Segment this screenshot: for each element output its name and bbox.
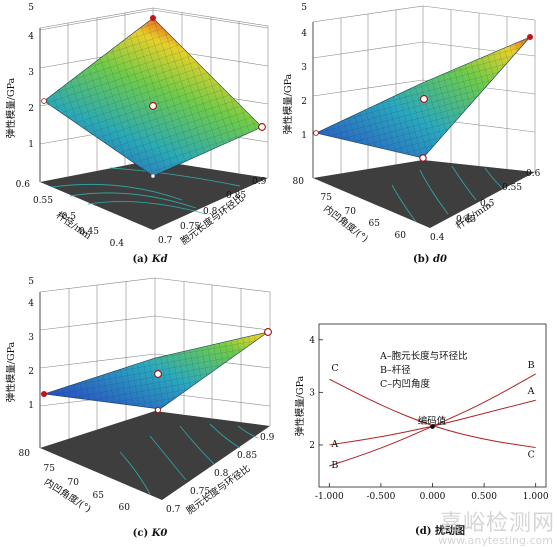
panel-b-ytick: 0.45 xyxy=(456,215,476,225)
panel-c-ztick: 4 xyxy=(28,299,34,309)
panel-a-ztick: 4 xyxy=(28,32,34,42)
panel-b-ztick: 1 xyxy=(301,131,307,141)
panel-d-xtick: 0.000 xyxy=(420,492,446,502)
panel-b-xtick: 65 xyxy=(369,219,381,229)
panel-a-zlabel: 弹性模量/GPa xyxy=(5,77,17,138)
panel-d-series-label-start: A xyxy=(330,439,338,450)
panel-b-xtick: 80 xyxy=(293,177,305,187)
panel-c-walls xyxy=(39,277,271,448)
panel-a-point-top xyxy=(150,15,156,21)
panel-c-xtick: 60 xyxy=(119,503,131,513)
panel-a-xtick: 0.45 xyxy=(79,227,99,237)
panel-b-ytick: 0.5 xyxy=(480,199,495,209)
panel-d-ytick: 4 xyxy=(309,336,315,346)
panel-b-xtick: 70 xyxy=(345,207,357,217)
panel-a-ytick: 0.9 xyxy=(252,177,267,187)
panel-d-legend-b: B–杆径 xyxy=(380,364,411,376)
panel-a-xtick: 0.6 xyxy=(16,180,31,190)
panel-b-zlabel: 弹性模量/GPa xyxy=(282,73,294,134)
panel-c-point-center xyxy=(154,370,162,378)
panel-d-xtick: -1.000 xyxy=(315,492,344,502)
panel-b-ztick: 5 xyxy=(301,3,307,13)
panel-a-ytick: 0.7 xyxy=(158,236,173,246)
panel-a: 1 2 3 4 5 弹性模量/GPa 0.6 0.55 0.5 0.45 0.4… xyxy=(5,3,269,265)
panel-c-xtick: 80 xyxy=(19,449,31,459)
panel-d-legend-a: A–胞元长度与环径比 xyxy=(379,350,468,362)
panel-a-ztick: 5 xyxy=(28,3,34,13)
panel-d-series-label-end: A xyxy=(527,386,535,397)
panel-b-ztick: 3 xyxy=(301,63,307,73)
panel-c-ztick: 3 xyxy=(28,333,34,343)
panel-d-series-label-start: B xyxy=(331,460,338,471)
panel-c-point-right xyxy=(264,328,272,336)
panel-d-xtick: 1.000 xyxy=(523,492,549,502)
panel-d-series-B xyxy=(329,373,536,467)
panel-c-point-front xyxy=(154,406,162,414)
panel-d-xlabel: 编码值 xyxy=(418,415,447,427)
panel-b-ztick: 4 xyxy=(301,29,307,39)
panel-a-point-left xyxy=(41,98,47,104)
panel-b-floor xyxy=(313,160,535,228)
panel-c-caption: (c) K0 xyxy=(133,528,168,539)
panel-d-series-label-end: B xyxy=(528,360,535,371)
panel-a-xtick: 0.55 xyxy=(33,196,53,206)
panel-b-ytick: 0.6 xyxy=(526,169,541,179)
panel-a-point-center xyxy=(149,102,157,110)
panel-a-point-right xyxy=(258,123,266,131)
panel-c-ztick: 5 xyxy=(28,277,34,287)
panel-c-point-left xyxy=(41,391,47,397)
panel-d-xtick: 0.500 xyxy=(471,492,497,502)
panel-a-ytick: 0.8 xyxy=(203,207,218,217)
panel-c-ytick: 0.7 xyxy=(166,505,181,515)
panel-b-caption: (b) d0 xyxy=(413,254,447,265)
panel-c-ytick: 0.8 xyxy=(214,469,229,479)
panel-d-legend-c: C–内凹角度 xyxy=(380,378,431,390)
panel-a-ztick: 1 xyxy=(28,140,34,150)
panel-a-caption: (a) Kd xyxy=(132,254,167,265)
panel-b-xtick: 75 xyxy=(321,193,333,203)
panel-c-ytick: 0.75 xyxy=(190,487,210,497)
panel-b-point-left xyxy=(313,130,319,136)
panel-c-ztick: 2 xyxy=(28,367,34,377)
panel-c-floor xyxy=(40,411,270,500)
panel-b-point-front xyxy=(419,154,427,162)
panel-a-xtick: 0.5 xyxy=(62,212,77,222)
panel-a-xtick: 0.4 xyxy=(110,239,125,249)
panel-c: 1 2 3 4 5 弹性模量/GPa 80 75 70 65 60 内凹角度/(… xyxy=(5,277,275,539)
panel-d-series-label-end: C xyxy=(528,450,535,461)
panel-c-ytick: 0.85 xyxy=(237,451,257,461)
panel-d-series-C xyxy=(329,378,536,449)
panel-b-point-center xyxy=(420,95,428,103)
panel-d-series-label-start: C xyxy=(331,363,338,374)
panel-a-ytick: 0.85 xyxy=(226,191,246,201)
panel-d-series-A xyxy=(329,399,536,446)
panel-d-plot-frame xyxy=(318,323,547,488)
panel-c-xtick: 75 xyxy=(44,464,56,474)
watermark-logo: 嘉峪检测网 xyxy=(439,511,555,536)
panel-c-ytick: 0.9 xyxy=(260,433,275,443)
panel-b-ytick: 0.4 xyxy=(430,233,445,243)
panel-c-zlabel: 弹性模量/GPa xyxy=(5,341,17,402)
panel-d-center-point xyxy=(430,424,435,429)
panel-b-point-top xyxy=(527,34,533,40)
panel-b-ytick: 0.55 xyxy=(502,183,522,193)
panel-c-xtick: 65 xyxy=(93,491,105,501)
panel-c-xtick: 70 xyxy=(68,478,80,488)
panel-d-ytick: 3 xyxy=(309,388,315,398)
panel-d-ylabel: 弹性模量/GPa xyxy=(294,375,306,436)
panel-c-ztick: 1 xyxy=(28,401,34,411)
panel-b: 1 2 3 4 5 弹性模量/GPa 80 75 70 65 60 内凹角度/(… xyxy=(282,3,541,265)
panel-a-floor xyxy=(40,160,268,230)
panel-a-ytick: 0.75 xyxy=(180,222,200,232)
panel-d-ytick: 2 xyxy=(309,441,315,451)
panel-d-xtick: -0.500 xyxy=(367,492,396,502)
panel-d-caption: (d) 扰动图 xyxy=(415,524,465,537)
watermark-url: www.anytesting.com xyxy=(438,534,553,547)
panel-b-xtick: 60 xyxy=(395,231,407,241)
panel-a-ztick: 3 xyxy=(28,68,34,78)
panel-a-ztick: 2 xyxy=(28,104,34,114)
panel-b-ztick: 2 xyxy=(301,97,307,107)
